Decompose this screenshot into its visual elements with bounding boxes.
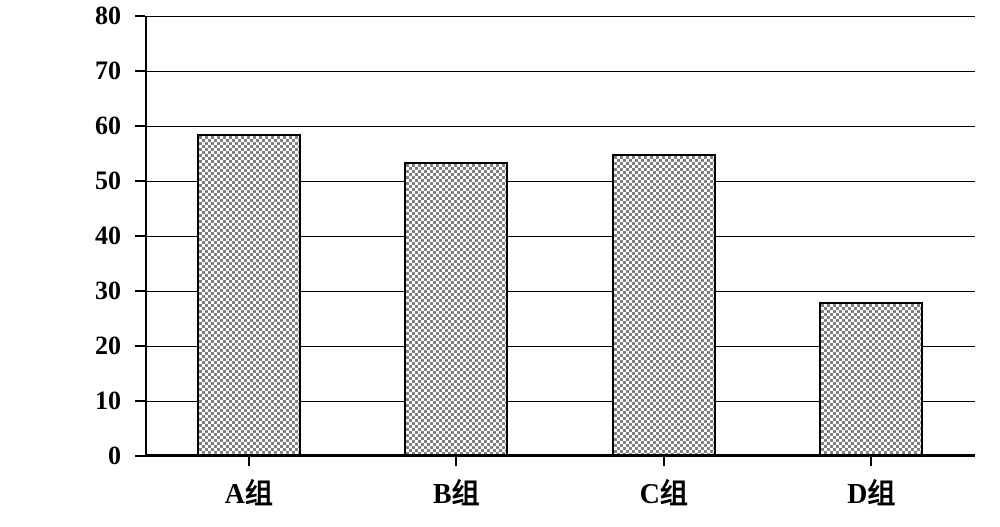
bar-chart: 对K562/A02杀伤活性（%） 01020304050607080A组B组C组…: [0, 0, 1000, 527]
bar-fill: [199, 136, 299, 454]
x-tick-label: A组: [225, 472, 273, 512]
gridline: [145, 126, 975, 127]
y-tick-label: 0: [66, 441, 121, 471]
y-tick-mark: [135, 125, 145, 127]
bar: [404, 162, 508, 456]
y-tick-mark: [135, 345, 145, 347]
y-tick-mark: [135, 180, 145, 182]
bar: [819, 302, 923, 456]
y-tick-mark: [135, 290, 145, 292]
y-tick-label: 50: [66, 166, 121, 196]
bar: [612, 154, 716, 457]
bar-fill: [614, 156, 714, 455]
y-tick-mark: [135, 70, 145, 72]
y-tick-mark: [135, 15, 145, 17]
y-tick-mark: [135, 400, 145, 402]
y-tick-label: 30: [66, 276, 121, 306]
x-tick-mark: [663, 456, 665, 466]
y-tick-label: 40: [66, 221, 121, 251]
y-axis-line: [145, 16, 147, 456]
x-tick-label: C组: [640, 472, 688, 512]
gridline: [145, 16, 975, 17]
x-tick-label: B组: [433, 472, 480, 512]
y-tick-label: 60: [66, 111, 121, 141]
bar-fill: [821, 304, 921, 454]
x-tick-mark: [870, 456, 872, 466]
gridline: [145, 71, 975, 72]
x-tick-mark: [248, 456, 250, 466]
y-tick-mark: [135, 455, 145, 457]
y-tick-label: 80: [66, 1, 121, 31]
x-tick-mark: [455, 456, 457, 466]
plot-area: [145, 16, 975, 456]
y-tick-mark: [135, 235, 145, 237]
y-tick-label: 70: [66, 56, 121, 86]
x-tick-label: D组: [847, 472, 895, 512]
y-tick-label: 10: [66, 386, 121, 416]
bar-fill: [406, 164, 506, 454]
gridline: [145, 456, 975, 457]
y-tick-label: 20: [66, 331, 121, 361]
bar: [197, 134, 301, 456]
